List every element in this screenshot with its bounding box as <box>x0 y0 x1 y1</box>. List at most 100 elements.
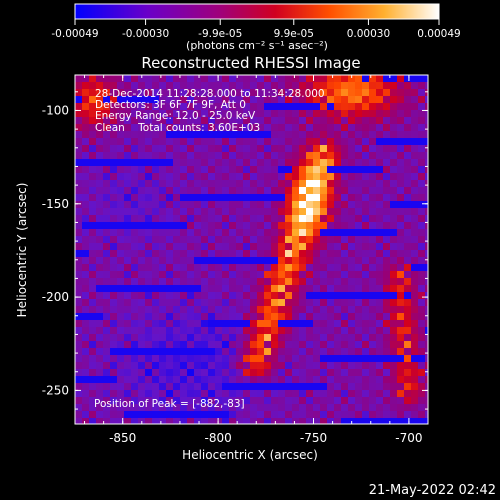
heatmap-cell <box>348 145 356 153</box>
heatmap-cell <box>425 411 428 419</box>
heatmap-cell <box>292 131 300 139</box>
heatmap-cell <box>257 131 265 139</box>
heatmap-cell <box>369 152 377 160</box>
heatmap-cell <box>180 278 188 286</box>
heatmap-cell <box>124 355 132 363</box>
heatmap-cell <box>117 110 125 118</box>
heatmap-cell <box>75 201 83 209</box>
heatmap-cell <box>376 180 384 188</box>
heatmap-cell <box>124 194 132 202</box>
heatmap-cell <box>145 418 153 424</box>
heatmap-cell <box>82 103 90 111</box>
heatmap-cell <box>194 243 202 251</box>
heatmap-cell <box>236 187 244 195</box>
heatmap-cell <box>278 110 286 118</box>
heatmap-cell <box>131 145 139 153</box>
heatmap-cell <box>285 292 293 300</box>
heatmap-cell <box>285 243 293 251</box>
heatmap-cell <box>404 89 412 97</box>
heatmap-cell <box>75 348 83 356</box>
heatmap-cell <box>292 243 300 251</box>
heatmap-cell <box>194 208 202 216</box>
heatmap-area <box>75 75 428 424</box>
heatmap-cell <box>229 236 237 244</box>
heatmap-cell <box>362 159 370 167</box>
heatmap-cell <box>131 236 139 244</box>
heatmap-cell <box>362 383 370 391</box>
heatmap-cell <box>264 117 272 125</box>
heatmap-cell <box>271 117 279 125</box>
heatmap-cell <box>257 348 265 356</box>
heatmap-cell <box>341 187 349 195</box>
heatmap-cell <box>383 320 391 328</box>
y-tick-label: -100 <box>42 103 69 117</box>
heatmap-cell <box>194 334 202 342</box>
heatmap-cell <box>236 131 244 139</box>
heatmap-cell <box>236 313 244 321</box>
heatmap-cell <box>110 285 118 293</box>
heatmap-cell <box>187 299 195 307</box>
heatmap-cell <box>362 397 370 405</box>
heatmap-cell <box>124 306 132 314</box>
heatmap-cell <box>236 75 244 83</box>
heatmap-cell <box>327 257 335 265</box>
heatmap-cell <box>285 404 293 412</box>
heatmap-cell <box>306 285 314 293</box>
heatmap-cell <box>229 334 237 342</box>
heatmap-cell <box>75 390 83 398</box>
heatmap-cell <box>201 173 209 181</box>
heatmap-cell <box>355 75 363 83</box>
heatmap-cell <box>306 152 314 160</box>
heatmap-cell <box>243 180 251 188</box>
heatmap-cell <box>103 173 111 181</box>
heatmap-cell <box>397 75 405 83</box>
heatmap-cell <box>341 166 349 174</box>
heatmap-cell <box>173 383 181 391</box>
heatmap-cell <box>278 187 286 195</box>
heatmap-cell <box>117 292 125 300</box>
heatmap-cell <box>201 208 209 216</box>
heatmap-cell <box>145 397 153 405</box>
heatmap-cell <box>341 138 349 146</box>
heatmap-cell <box>341 355 349 363</box>
heatmap-cell <box>278 362 286 370</box>
heatmap-cell <box>390 166 398 174</box>
heatmap-cell <box>376 376 384 384</box>
heatmap-cell <box>96 292 104 300</box>
heatmap-cell <box>369 82 377 90</box>
heatmap-cell <box>362 166 370 174</box>
heatmap-cell <box>397 404 405 412</box>
heatmap-cell <box>187 229 195 237</box>
heatmap-cell <box>264 138 272 146</box>
heatmap-cell <box>82 278 90 286</box>
heatmap-cell <box>397 96 405 104</box>
heatmap-cell <box>166 110 174 118</box>
heatmap-cell <box>299 299 307 307</box>
heatmap-cell <box>306 236 314 244</box>
heatmap-cell <box>187 243 195 251</box>
heatmap-cell <box>299 334 307 342</box>
heatmap-cell <box>173 341 181 349</box>
heatmap-cell <box>208 341 216 349</box>
heatmap-cell <box>404 362 412 370</box>
heatmap-cell <box>145 180 153 188</box>
heatmap-cell <box>362 110 370 118</box>
heatmap-cell <box>299 369 307 377</box>
heatmap-cell <box>201 264 209 272</box>
heatmap-cell <box>320 327 328 335</box>
heatmap-cell <box>355 348 363 356</box>
heatmap-cell <box>376 138 384 146</box>
heatmap-cell <box>425 369 428 377</box>
heatmap-cell <box>152 145 160 153</box>
heatmap-cell <box>236 222 244 230</box>
heatmap-cell <box>278 313 286 321</box>
heatmap-cell <box>75 187 83 195</box>
heatmap-cell <box>306 306 314 314</box>
heatmap-cell <box>257 187 265 195</box>
heatmap-cell <box>299 82 307 90</box>
heatmap-cell <box>159 313 167 321</box>
heatmap-cell <box>96 299 104 307</box>
heatmap-cell <box>124 152 132 160</box>
heatmap-cell <box>257 264 265 272</box>
